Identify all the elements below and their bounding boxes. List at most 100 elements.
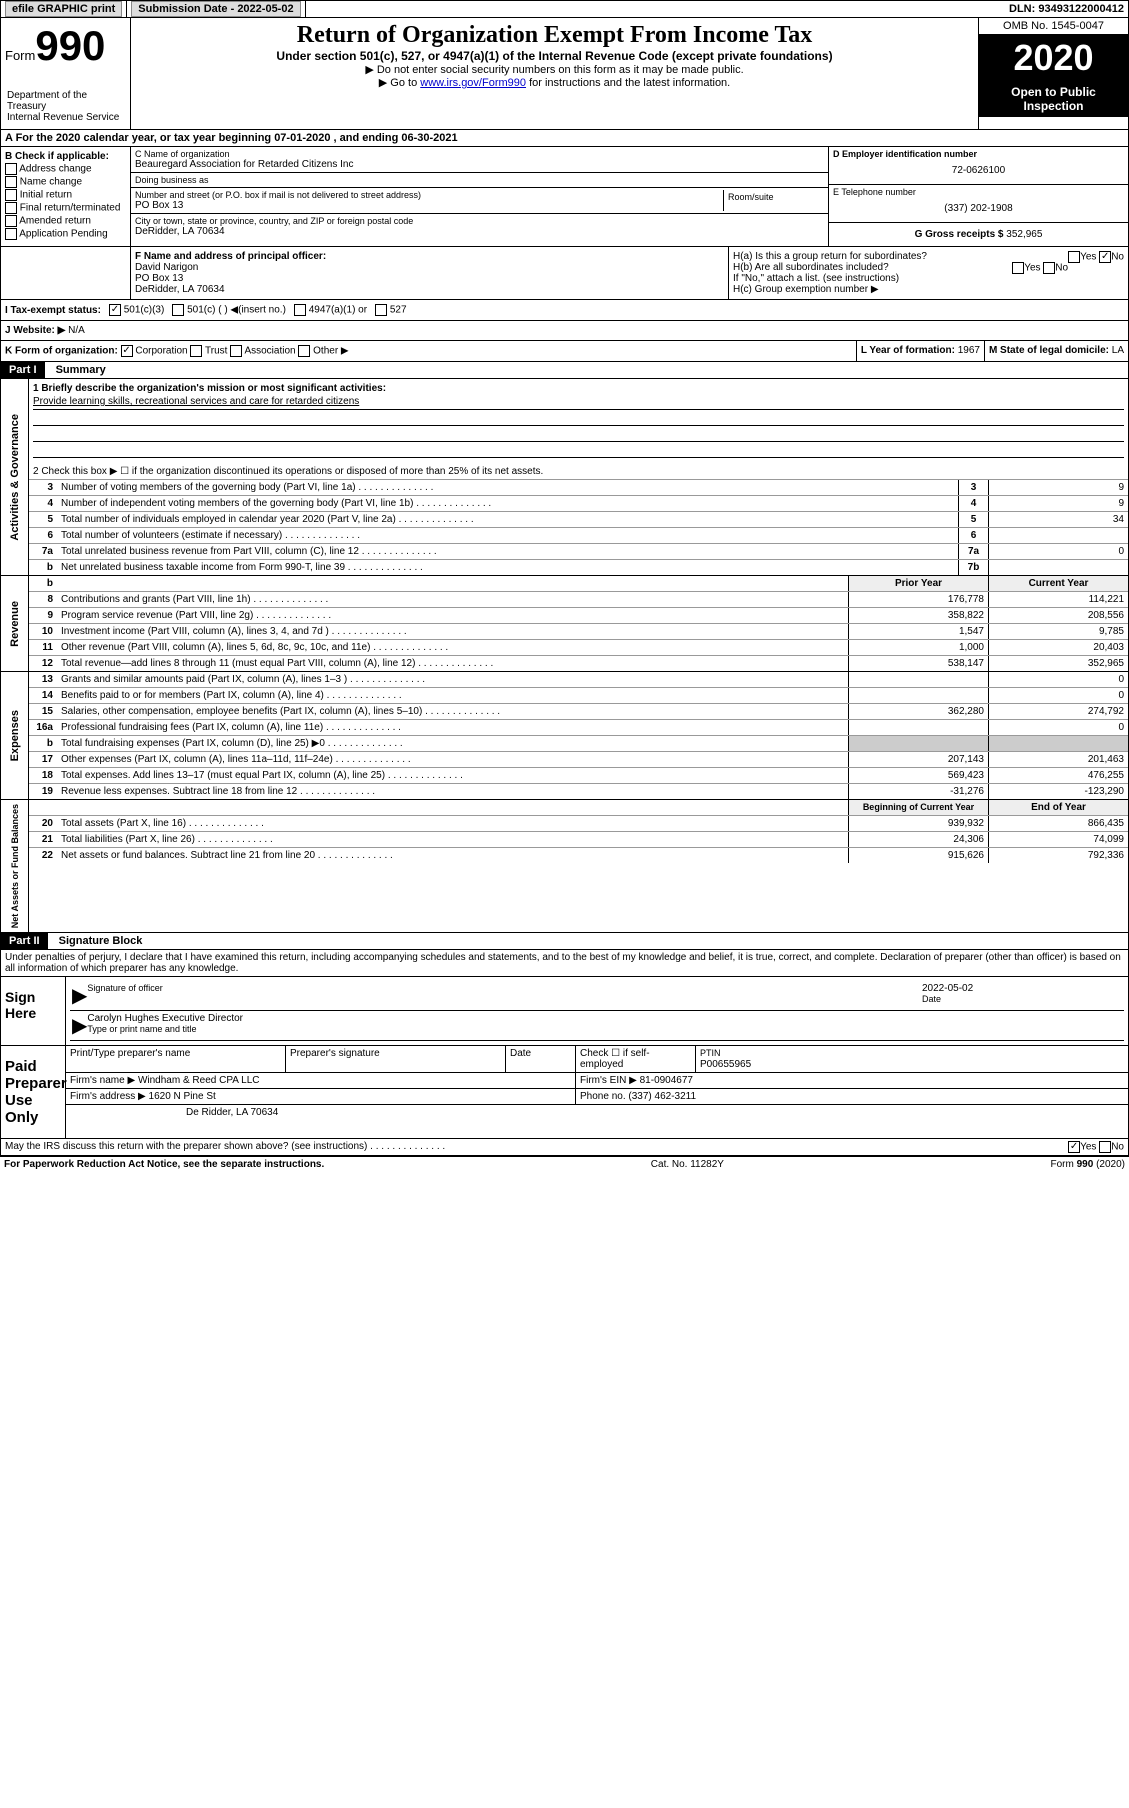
line-item: 7aTotal unrelated business revenue from …: [29, 544, 1128, 560]
net-assets-block: Net Assets or Fund Balances Beginning of…: [0, 800, 1129, 933]
hb-yes[interactable]: [1012, 262, 1024, 274]
check-final-return[interactable]: Final return/terminated: [5, 202, 126, 214]
gross-receipts-value: 352,965: [1006, 229, 1042, 240]
officer-city: DeRidder, LA 70634: [135, 284, 225, 295]
department: Department of the Treasury Internal Reve…: [5, 88, 126, 125]
col-b-header: b: [29, 576, 57, 591]
revenue-label: Revenue: [5, 597, 25, 651]
line-item: 12Total revenue—add lines 8 through 11 (…: [29, 656, 1128, 671]
line-item: 13Grants and similar amounts paid (Part …: [29, 672, 1128, 688]
line-item: 6Total number of volunteers (estimate if…: [29, 528, 1128, 544]
firm-name: Windham & Reed CPA LLC: [138, 1075, 260, 1086]
line-item: bNet unrelated business taxable income f…: [29, 560, 1128, 575]
ha-no[interactable]: [1099, 251, 1111, 263]
section-a-text: A For the 2020 calendar year, or tax yea…: [5, 132, 458, 144]
paperwork-notice: For Paperwork Reduction Act Notice, see …: [4, 1159, 324, 1170]
check-initial-return[interactable]: Initial return: [5, 189, 126, 201]
check-app-pending[interactable]: Application Pending: [5, 228, 126, 240]
line-item: 5Total number of individuals employed in…: [29, 512, 1128, 528]
phone-label: E Telephone number: [833, 187, 1124, 197]
activities-governance-label: Activities & Governance: [5, 410, 25, 545]
section-j: J Website: ▶ N/A: [0, 321, 1129, 341]
discuss-yes[interactable]: [1068, 1141, 1080, 1153]
form-number: 990: [35, 22, 105, 69]
line-item: 15Salaries, other compensation, employee…: [29, 704, 1128, 720]
instruction-2-post: for instructions and the latest informat…: [526, 77, 730, 89]
sections-fh: F Name and address of principal officer:…: [0, 247, 1129, 300]
line-item: 9Program service revenue (Part VIII, lin…: [29, 608, 1128, 624]
sections-bcdeg: B Check if applicable: Address change Na…: [0, 147, 1129, 247]
check-527[interactable]: [375, 304, 387, 316]
city-value: DeRidder, LA 70634: [135, 226, 824, 237]
part-1-title: Summary: [48, 360, 114, 380]
open-to-public: Open to Public Inspection: [979, 81, 1128, 117]
section-b-label: B Check if applicable:: [5, 151, 109, 162]
form-org-label: K Form of organization:: [5, 346, 118, 357]
check-address-change[interactable]: Address change: [5, 163, 126, 175]
firm-ein: 81-0904677: [640, 1075, 693, 1086]
prep-self-employed[interactable]: Check ☐ if self-employed: [576, 1046, 696, 1072]
firm-phone-label: Phone no.: [580, 1091, 626, 1102]
catalog-number: Cat. No. 11282Y: [651, 1159, 724, 1170]
check-association[interactable]: [230, 345, 242, 357]
line-item: 17Other expenses (Part IX, column (A), l…: [29, 752, 1128, 768]
gross-receipts-label: G Gross receipts $: [915, 229, 1004, 240]
website-label: J Website: ▶: [5, 325, 65, 336]
check-trust[interactable]: [190, 345, 202, 357]
check-name-change[interactable]: Name change: [5, 176, 126, 188]
ein-label: D Employer identification number: [833, 149, 977, 159]
ptin-value: P00655965: [700, 1059, 751, 1070]
footer: For Paperwork Reduction Act Notice, see …: [0, 1156, 1129, 1172]
line-item: 20Total assets (Part X, line 16)939,9328…: [29, 816, 1128, 832]
sig-officer-label: Signature of officer: [87, 983, 162, 993]
sig-name: Carolyn Hughes Executive Director: [87, 1013, 243, 1024]
city-label: City or town, state or province, country…: [135, 216, 824, 226]
ptin-label: PTIN: [700, 1048, 721, 1058]
sign-here-label: Sign Here: [1, 977, 66, 1045]
efile-button[interactable]: efile GRAPHIC print: [5, 1, 122, 17]
paid-preparer-label: Paid Preparer Use Only: [1, 1046, 66, 1138]
hb-note: If "No," attach a list. (see instruction…: [733, 273, 1124, 284]
firm-phone: (337) 462-3211: [628, 1091, 696, 1102]
check-corporation[interactable]: [121, 345, 133, 357]
hb-no[interactable]: [1043, 262, 1055, 274]
sig-name-label: Type or print name and title: [87, 1024, 196, 1034]
line-item: bTotal fundraising expenses (Part IX, co…: [29, 736, 1128, 752]
check-501c[interactable]: [172, 304, 184, 316]
form990-link[interactable]: www.irs.gov/Form990: [420, 77, 526, 89]
activities-governance-block: Activities & Governance 1 Briefly descri…: [0, 379, 1129, 576]
instruction-2-pre: ▶ Go to: [379, 77, 420, 89]
discuss-no[interactable]: [1099, 1141, 1111, 1153]
year-formation-label: L Year of formation:: [861, 345, 955, 356]
prep-date-label: Date: [506, 1046, 576, 1072]
part-1-badge: Part I: [1, 362, 45, 378]
check-501c3[interactable]: [109, 304, 121, 316]
addr-label: Number and street (or P.O. box if mail i…: [135, 190, 723, 200]
website-value: N/A: [68, 325, 85, 336]
instruction-1: ▶ Do not enter social security numbers o…: [135, 63, 974, 76]
line-item: 22Net assets or fund balances. Subtract …: [29, 848, 1128, 863]
title-row: Form990 Department of the Treasury Inter…: [0, 18, 1129, 130]
end-year-header: End of Year: [988, 800, 1128, 815]
prior-year-header: Prior Year: [848, 576, 988, 591]
main-title: Return of Organization Exempt From Incom…: [135, 22, 974, 49]
part-2-title: Signature Block: [51, 931, 151, 951]
officer-addr: PO Box 13: [135, 273, 183, 284]
line-item: 21Total liabilities (Part X, line 26)24,…: [29, 832, 1128, 848]
check-amended-return[interactable]: Amended return: [5, 215, 126, 227]
check-other[interactable]: [298, 345, 310, 357]
officer-label: F Name and address of principal officer:: [135, 251, 326, 262]
line-item: 19Revenue less expenses. Subtract line 1…: [29, 784, 1128, 799]
check-4947[interactable]: [294, 304, 306, 316]
sig-date: 2022-05-02: [922, 983, 973, 994]
prep-sig-label: Preparer's signature: [286, 1046, 506, 1072]
org-name: Beauregard Association for Retarded Citi…: [135, 159, 824, 170]
part-2-badge: Part II: [1, 933, 48, 949]
sign-here-block: Sign Here ▶ Signature of officer 2022-05…: [0, 977, 1129, 1046]
beginning-year-header: Beginning of Current Year: [848, 800, 988, 815]
tax-year: 2020: [979, 35, 1128, 81]
form-name: Form 990 (2020): [1051, 1159, 1125, 1170]
line-item: 18Total expenses. Add lines 13–17 (must …: [29, 768, 1128, 784]
room-label: Room/suite: [728, 192, 820, 202]
ha-yes[interactable]: [1068, 251, 1080, 263]
